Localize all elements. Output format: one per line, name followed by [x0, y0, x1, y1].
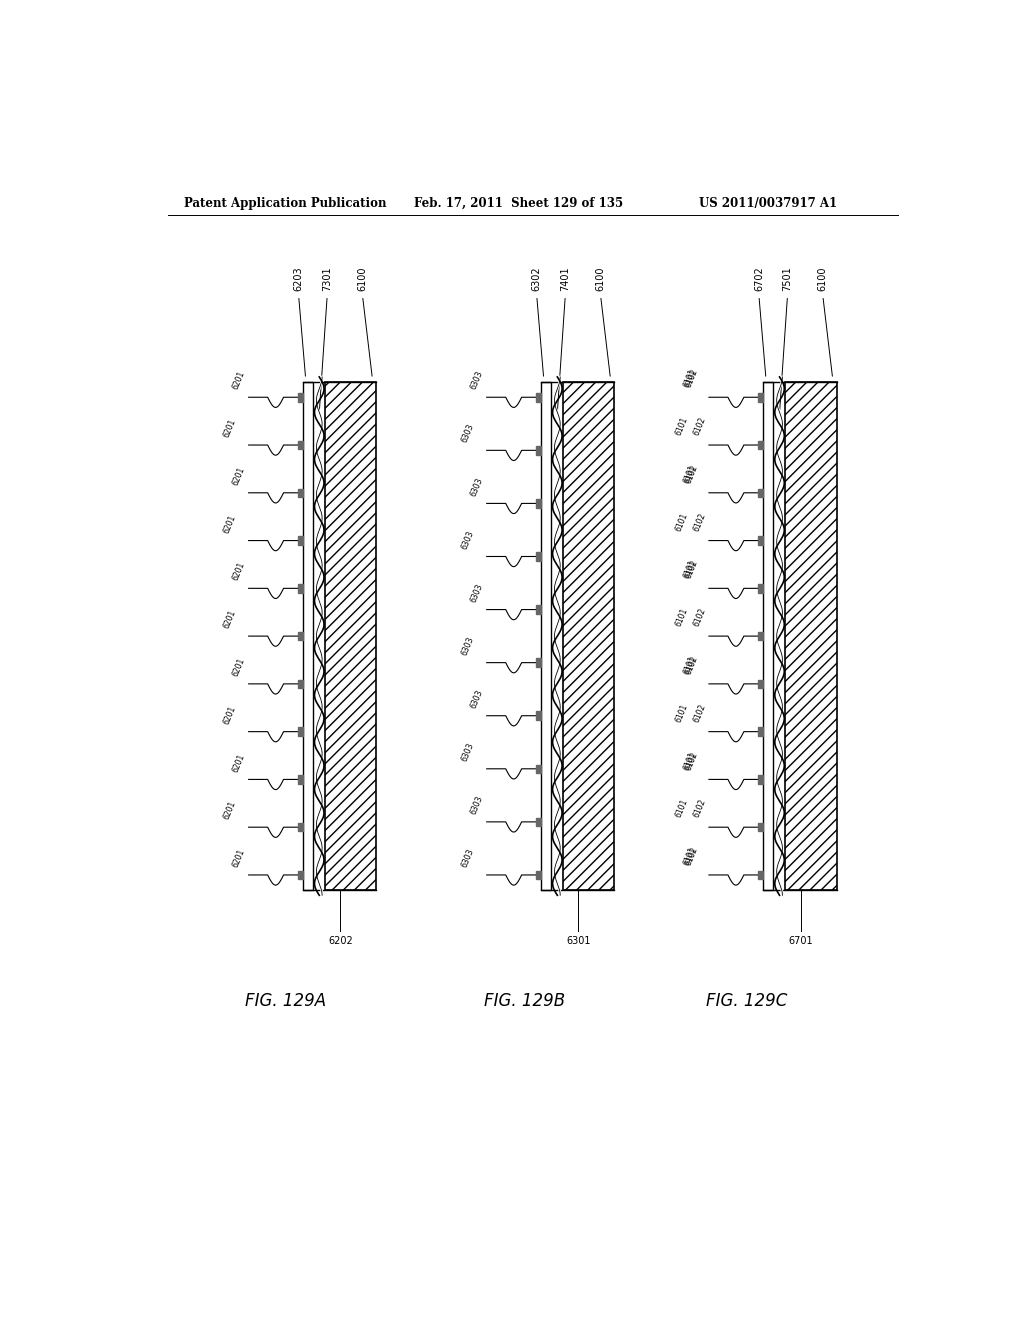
Bar	[536, 499, 541, 508]
Text: 6102: 6102	[692, 607, 708, 628]
Text: 6202: 6202	[328, 936, 352, 946]
Bar	[758, 775, 763, 784]
Bar	[758, 441, 763, 449]
Text: Patent Application Publication: Patent Application Publication	[183, 197, 386, 210]
Bar	[758, 583, 763, 593]
Text: 6203: 6203	[294, 265, 304, 290]
Bar	[298, 536, 303, 545]
Bar	[298, 775, 303, 784]
Text: FIG. 129A: FIG. 129A	[246, 991, 327, 1010]
Bar	[758, 871, 763, 879]
Text: 7401: 7401	[560, 265, 570, 290]
Bar	[298, 680, 303, 688]
Text: 6102: 6102	[692, 702, 708, 723]
Bar	[758, 488, 763, 498]
Text: 6303: 6303	[469, 688, 485, 710]
Text: FIG. 129C: FIG. 129C	[706, 991, 787, 1010]
Bar	[536, 552, 541, 561]
Text: 6701: 6701	[788, 936, 813, 946]
Bar	[298, 822, 303, 832]
Bar	[758, 536, 763, 545]
Bar	[298, 871, 303, 879]
Text: 6102: 6102	[684, 846, 699, 867]
Text: 6102: 6102	[692, 797, 708, 818]
Text: 6101: 6101	[675, 607, 690, 628]
Text: 6101: 6101	[675, 416, 690, 437]
Bar	[298, 632, 303, 640]
Bar	[758, 680, 763, 688]
Text: 6101: 6101	[682, 558, 697, 581]
Text: 6201: 6201	[222, 609, 238, 630]
Text: 6702: 6702	[754, 265, 764, 290]
Text: 6303: 6303	[460, 635, 475, 656]
Text: Feb. 17, 2011  Sheet 129 of 135: Feb. 17, 2011 Sheet 129 of 135	[414, 197, 623, 210]
Bar	[536, 446, 541, 454]
Bar	[758, 393, 763, 401]
Text: 6303: 6303	[460, 742, 475, 763]
Text: 6101: 6101	[682, 368, 697, 389]
Text: 6101: 6101	[682, 463, 697, 484]
Text: 6201: 6201	[231, 466, 247, 487]
Text: 6303: 6303	[469, 582, 485, 603]
Bar	[758, 822, 763, 832]
Text: 6201: 6201	[231, 561, 247, 582]
Text: 6201: 6201	[231, 370, 247, 391]
Text: US 2011/0037917 A1: US 2011/0037917 A1	[699, 197, 838, 210]
Bar	[298, 583, 303, 593]
Text: 6101: 6101	[675, 702, 690, 723]
Text: 6201: 6201	[222, 705, 238, 726]
Text: 6303: 6303	[460, 529, 475, 550]
Text: 6101: 6101	[675, 511, 690, 532]
Text: 6102: 6102	[684, 558, 699, 581]
Text: 6102: 6102	[684, 463, 699, 484]
Bar	[325, 381, 377, 890]
Text: 6303: 6303	[460, 422, 475, 445]
Text: FIG. 129B: FIG. 129B	[483, 991, 564, 1010]
Bar	[541, 381, 551, 890]
Bar	[298, 441, 303, 449]
Text: 6101: 6101	[682, 846, 697, 867]
Text: 7501: 7501	[782, 265, 793, 290]
Text: 6301: 6301	[566, 936, 591, 946]
Text: 6102: 6102	[684, 368, 699, 389]
Text: 6100: 6100	[596, 267, 605, 290]
Text: 6100: 6100	[357, 267, 368, 290]
Text: 6303: 6303	[469, 477, 485, 498]
Bar	[536, 871, 541, 879]
Text: 6201: 6201	[231, 847, 247, 869]
Bar	[536, 393, 541, 401]
Text: 6201: 6201	[222, 800, 238, 821]
Text: 6102: 6102	[692, 511, 708, 532]
Text: 6102: 6102	[684, 750, 699, 771]
Bar	[298, 488, 303, 498]
Text: 6102: 6102	[692, 416, 708, 437]
Bar	[298, 727, 303, 737]
Bar	[298, 393, 303, 401]
Text: 6303: 6303	[469, 795, 485, 816]
Text: 6101: 6101	[682, 750, 697, 771]
Text: 6101: 6101	[675, 797, 690, 818]
Text: 6201: 6201	[222, 417, 238, 440]
Text: 6201: 6201	[231, 752, 247, 774]
Bar	[536, 817, 541, 826]
Bar	[536, 659, 541, 667]
Bar	[536, 606, 541, 614]
Text: 6102: 6102	[684, 655, 699, 676]
Text: 6303: 6303	[460, 847, 475, 869]
Bar	[536, 764, 541, 774]
Bar	[785, 381, 837, 890]
Text: 7301: 7301	[323, 265, 332, 290]
Text: 6302: 6302	[531, 265, 542, 290]
Text: 6303: 6303	[469, 370, 485, 391]
Bar	[758, 727, 763, 737]
Text: 6101: 6101	[682, 655, 697, 676]
Bar	[536, 711, 541, 719]
Bar	[303, 381, 313, 890]
Bar	[563, 381, 614, 890]
Text: 6100: 6100	[818, 267, 827, 290]
Text: 6201: 6201	[222, 513, 238, 535]
Bar	[763, 381, 773, 890]
Text: 6201: 6201	[231, 656, 247, 677]
Bar	[758, 632, 763, 640]
